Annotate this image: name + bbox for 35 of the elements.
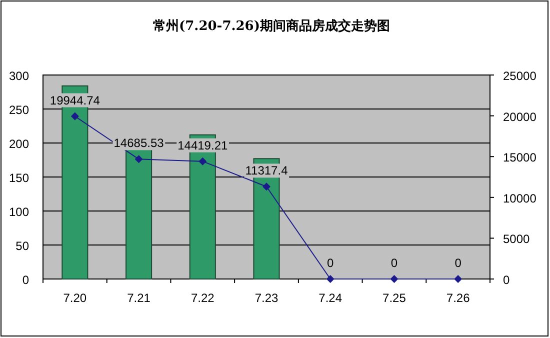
y-tick-label: 0 (22, 273, 30, 287)
title: 常州(7.20-7.26)期间商品房成交走势图 (152, 19, 390, 34)
x-tick-label: 7.25 (382, 291, 406, 305)
y2-tick-label: 20000 (503, 110, 537, 124)
data-label: 14685.53 (114, 136, 164, 150)
point (390, 275, 398, 283)
point (326, 275, 334, 283)
y2-tick-label: 0 (503, 273, 510, 287)
data-label: 0 (390, 256, 398, 270)
point (70, 112, 79, 120)
y2-tick-label: 15000 (503, 150, 537, 165)
data-label: 0 (454, 256, 462, 270)
x-tick-label: 7.21 (127, 291, 151, 305)
x-tick-label: 7.20 (63, 291, 87, 305)
x-tick-label: 7.26 (446, 291, 470, 305)
x-tick-label: 7.23 (254, 291, 278, 305)
y-tick-label: 150 (8, 171, 30, 185)
x-tick-label: 7.24 (318, 291, 342, 305)
x-tick-label: 7.22 (190, 291, 215, 305)
data-label: 19944.74 (50, 93, 100, 108)
point (262, 182, 270, 191)
data-label: 11317.4 (245, 164, 288, 178)
y2-tick-label: 10000 (503, 191, 537, 206)
data-label: 14419.21 (178, 138, 228, 152)
y-tick-label: 300 (8, 69, 30, 83)
point (134, 155, 143, 164)
point (198, 157, 207, 166)
y2-tick-label: 5000 (503, 232, 530, 246)
y2-tick-label: 25000 (503, 69, 537, 83)
y-tick-label: 50 (16, 239, 30, 253)
y-tick-label: 250 (8, 103, 30, 117)
point (454, 275, 462, 283)
y-tick-label: 100 (8, 205, 30, 219)
data-label: 0 (327, 256, 334, 270)
y-tick-label: 200 (8, 137, 30, 151)
